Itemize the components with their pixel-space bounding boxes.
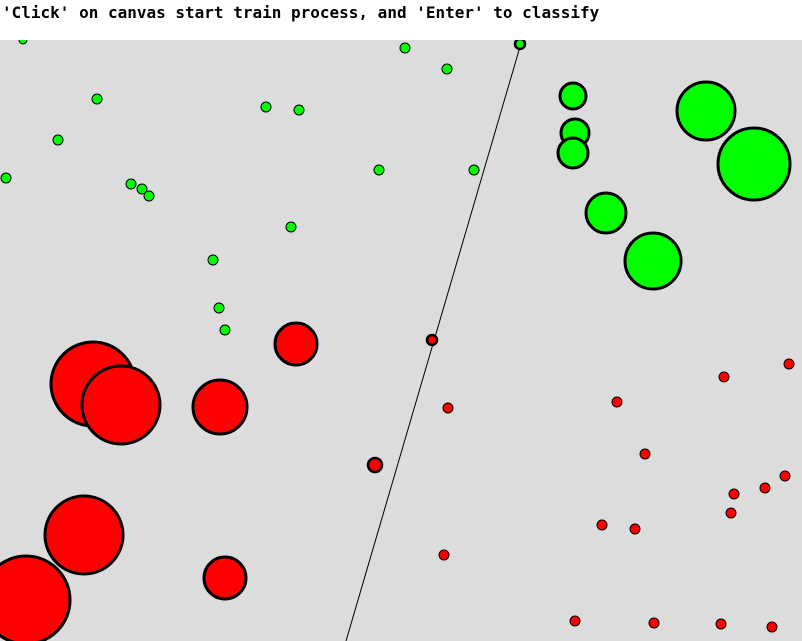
green-sample-point [91, 93, 103, 105]
red-sample-point [718, 371, 730, 383]
green-sample-point [260, 101, 272, 113]
green-sample-point [441, 63, 453, 75]
red-sample-point [438, 549, 450, 561]
red-class-circle [0, 554, 72, 641]
red-class-circle [191, 378, 249, 436]
green-sample-point [399, 42, 411, 54]
boundary-point-marker [366, 456, 384, 474]
red-sample-point [596, 519, 608, 531]
red-sample-point [648, 617, 660, 629]
red-class-circle [80, 364, 162, 446]
green-class-circle [556, 136, 590, 170]
red-class-circle [273, 321, 319, 367]
red-sample-point [715, 618, 727, 630]
green-sample-point [293, 104, 305, 116]
green-sample-point [285, 221, 297, 233]
green-sample-point [213, 302, 225, 314]
red-class-circle [43, 494, 125, 576]
red-sample-point [611, 396, 623, 408]
red-sample-point [639, 448, 651, 460]
red-sample-point [728, 488, 740, 500]
red-sample-point [725, 507, 737, 519]
green-sample-point [219, 324, 231, 336]
red-sample-point [783, 358, 795, 370]
green-class-circle [623, 231, 683, 291]
boundary-point-marker [513, 37, 527, 51]
red-sample-point [766, 621, 778, 633]
green-class-circle [584, 191, 628, 235]
instruction-bar: 'Click' on canvas start train process, a… [0, 0, 802, 40]
green-sample-point [468, 164, 480, 176]
red-sample-point [442, 402, 454, 414]
green-class-circle [558, 81, 588, 111]
green-sample-point [373, 164, 385, 176]
green-class-circle [675, 80, 737, 142]
boundary-point-marker [425, 333, 439, 347]
red-sample-point [779, 470, 791, 482]
red-sample-point [759, 482, 771, 494]
green-sample-point [52, 134, 64, 146]
red-sample-point [629, 523, 641, 535]
green-sample-point [207, 254, 219, 266]
red-sample-point [569, 615, 581, 627]
data-points-layer [0, 35, 795, 641]
green-sample-point [125, 178, 137, 190]
green-sample-point [0, 172, 12, 184]
red-class-circle [202, 555, 248, 601]
green-sample-point [136, 183, 148, 195]
green-class-circle [716, 126, 792, 202]
green-sample-point [143, 190, 155, 202]
instruction-text: 'Click' on canvas start train process, a… [2, 3, 600, 22]
